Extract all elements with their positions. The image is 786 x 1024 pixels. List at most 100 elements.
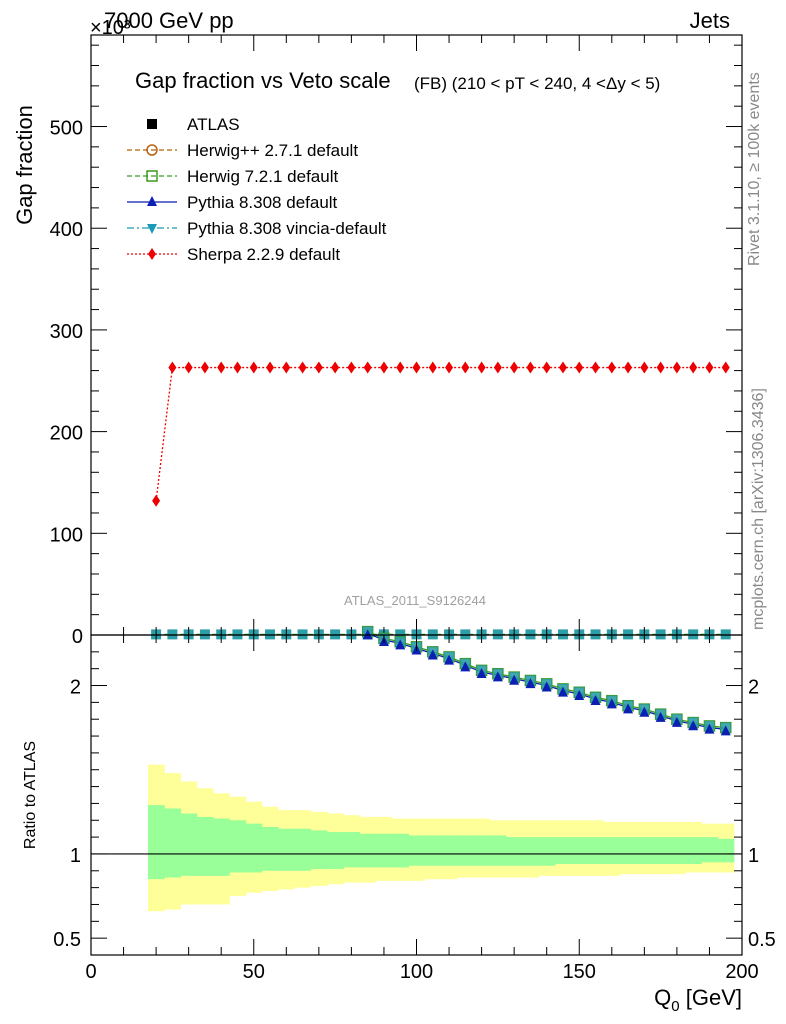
uncertainty-band-inner — [392, 833, 409, 868]
ratio-point-pythia — [362, 629, 373, 640]
legend-marker — [147, 119, 157, 129]
header-process: Jets — [690, 8, 730, 33]
data-point — [168, 361, 177, 374]
data-point — [510, 361, 519, 374]
data-point — [427, 629, 438, 640]
uncertainty-band-inner — [619, 837, 637, 865]
ratio-point-pythia — [688, 720, 699, 731]
x-tick-label: 200 — [725, 961, 758, 983]
uncertainty-band-inner — [685, 837, 702, 865]
uncertainty-band-inner — [717, 838, 735, 863]
data-point — [623, 629, 634, 640]
ratio-point-pythia — [525, 678, 536, 689]
data-point — [314, 361, 323, 374]
uncertainty-band-inner — [424, 835, 442, 866]
data-point — [460, 629, 471, 640]
data-point — [542, 361, 551, 374]
watermark: ATLAS_2011_S9126244 — [344, 593, 486, 608]
data-point — [184, 361, 193, 374]
ratio-ylabel: Ratio to ATLAS — [22, 741, 39, 849]
main-plot-panel: 0 100 200 300 400 500 Gap fraction vs Veto sc… — [12, 34, 743, 648]
main-title: Gap fraction vs Veto scale — [135, 68, 391, 93]
data-point — [379, 361, 388, 374]
x-axis-label: Q0 [GeV] — [654, 985, 742, 1015]
data-point — [705, 361, 714, 374]
y-tick-label-right: 0.5 — [748, 929, 776, 951]
uncertainty-band-inner — [196, 816, 214, 876]
ratio-point-pythia — [623, 703, 634, 714]
uncertainty-band-inner — [522, 837, 540, 866]
data-point — [200, 361, 209, 374]
uncertainty-band-inner — [164, 808, 182, 878]
data-point — [298, 361, 307, 374]
ratio-point-pythia — [720, 725, 731, 736]
ratio-point-pythia — [460, 661, 471, 672]
ratio-point-pythia — [557, 686, 568, 697]
y-tick-label: 1 — [70, 845, 81, 867]
legend-marker — [147, 224, 157, 234]
data-point — [689, 361, 698, 374]
uncertainty-band-inner — [506, 837, 523, 866]
data-point — [477, 361, 486, 374]
uncertainty-band-inner — [636, 837, 653, 865]
legend-label: ATLAS — [187, 115, 240, 134]
ratio-point-pythia — [492, 671, 503, 682]
data-point — [607, 361, 616, 374]
uncertainty-band-inner — [652, 837, 670, 865]
legend-marker — [146, 144, 158, 156]
data-point — [492, 629, 503, 640]
ratio-point-pythia — [541, 681, 552, 692]
data-point — [672, 361, 681, 374]
ratio-point-pythia — [590, 695, 601, 705]
y-tick-label: 0 — [72, 626, 83, 648]
y-tick-label: 2 — [70, 677, 81, 699]
uncertainty-band-inner — [343, 832, 361, 868]
data-point — [297, 629, 308, 640]
ratio-point-pythia — [655, 711, 666, 722]
uncertainty-band-inner — [147, 805, 165, 880]
data-point — [656, 361, 665, 374]
y-tick-label: 100 — [50, 524, 83, 546]
data-point — [526, 361, 535, 374]
legend-marker — [147, 196, 157, 206]
uncertainty-band-inner — [489, 835, 507, 866]
main-subtitle: (FB) (210 < pT < 240, 4 <Δy < 5) — [414, 74, 660, 93]
legend-marker — [148, 248, 156, 260]
uncertainty-band-inner — [440, 835, 458, 866]
side-mcplots: mcplots.cern.ch [arXiv:1306.3436] — [750, 388, 767, 630]
y-tick-label: 300 — [50, 321, 83, 343]
uncertainty-band-inner — [473, 835, 491, 866]
data-point — [347, 361, 356, 374]
x-tick-label: 50 — [243, 961, 265, 983]
data-point — [282, 361, 291, 374]
data-point — [575, 361, 584, 374]
x-axis-label-unit: [GeV] — [680, 985, 742, 1010]
ratio-point-pythia — [509, 674, 520, 685]
ratio-point-pythia — [395, 639, 406, 650]
data-point — [461, 361, 470, 374]
data-point — [591, 361, 600, 374]
ratio-point-pythia — [574, 689, 585, 700]
data-point — [688, 629, 699, 640]
data-point — [395, 629, 406, 640]
legend-label: Pythia 8.308 vincia-default — [187, 219, 387, 238]
x-axis-label-main: Q — [654, 985, 671, 1010]
uncertainty-band-inner — [408, 835, 426, 866]
data-point — [331, 361, 340, 374]
data-point — [249, 361, 258, 374]
uncertainty-band-inner — [701, 837, 719, 863]
ratio-point-pythia — [639, 706, 650, 717]
legend-label: Pythia 8.308 default — [187, 193, 338, 212]
uncertainty-band-inner — [294, 828, 312, 871]
ratio-point-pythia — [427, 649, 438, 660]
uncertainty-band-inner — [245, 823, 263, 873]
header-exponent: ×10³ — [90, 17, 131, 39]
uncertainty-band-inner — [326, 832, 344, 870]
y-tick-label: 400 — [50, 219, 83, 241]
data-point — [412, 361, 421, 374]
x-tick-label: 100 — [400, 961, 433, 983]
uncertainty-band-inner — [229, 820, 247, 873]
data-point — [721, 361, 730, 374]
data-point — [525, 629, 536, 640]
data-point — [232, 629, 243, 640]
